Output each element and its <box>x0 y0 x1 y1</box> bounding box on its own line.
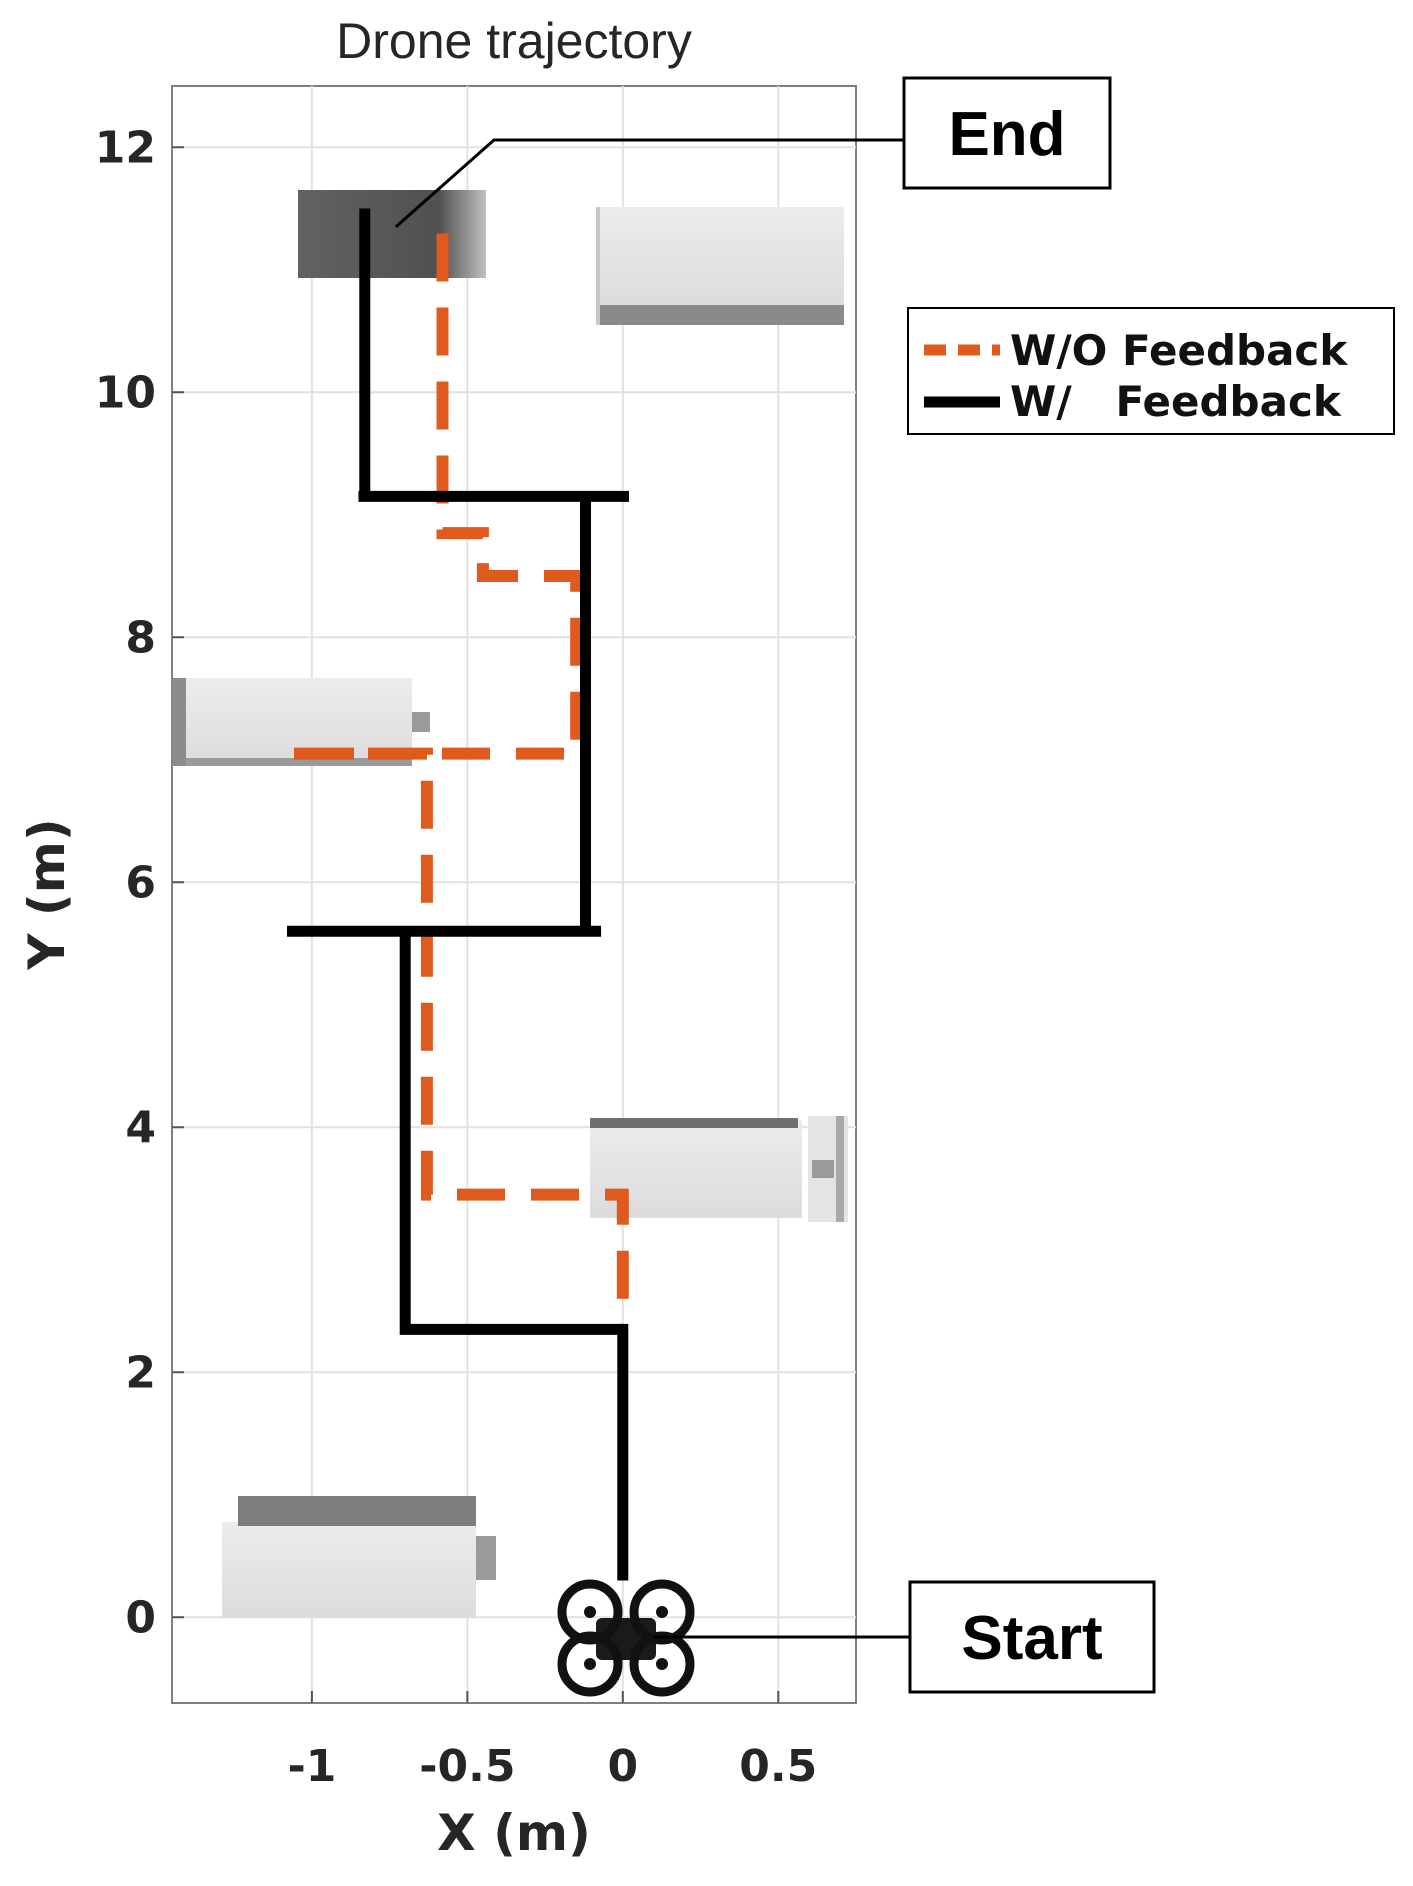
plot-area <box>171 85 857 1704</box>
y-tick-label-3: 6 <box>125 857 156 908</box>
callout-label-start: Start <box>961 1604 1102 1673</box>
trajectory-series <box>287 208 629 1581</box>
y-tick-label-0: 0 <box>125 1592 156 1643</box>
x-tick-label-2: 0 <box>608 1741 639 1792</box>
callout-label-end: End <box>948 100 1065 169</box>
y-tick-label-4: 8 <box>125 612 156 663</box>
callout-box-end <box>902 76 1112 190</box>
axis-ticks: -1 -0.5 0 0.5 0 2 4 6 8 10 12 <box>95 122 817 1792</box>
legend: W/O Feedback W/ Feedback <box>907 307 1395 435</box>
grid-lines <box>172 86 856 1703</box>
legend-box <box>907 307 1395 435</box>
x-tick-label-3: 0.5 <box>739 1741 817 1792</box>
y-tick-label-2: 4 <box>125 1102 156 1153</box>
obstacle-box-end <box>298 190 486 278</box>
obstacle-box-bottom-left <box>222 1496 496 1618</box>
chart-title: Drone trajectory <box>336 13 692 69</box>
y-axis-label: Y (m) <box>18 818 76 970</box>
callout-box-start <box>908 1580 1156 1694</box>
callouts: End Start <box>394 76 1156 1694</box>
drone-icon <box>557 1579 695 1697</box>
series-line-wo-feedback <box>287 233 629 1299</box>
legend-label-w-feedback: W/ Feedback <box>1010 377 1342 426</box>
legend-label-wo-feedback: W/O Feedback <box>1010 326 1348 375</box>
x-axis-label: X (m) <box>437 1804 591 1862</box>
callout-leader-end <box>394 138 904 228</box>
y-tick-label-1: 2 <box>125 1347 156 1398</box>
obstacle-box-top-right <box>596 207 844 325</box>
y-tick-label-6: 12 <box>95 122 156 173</box>
y-tick-label-5: 10 <box>95 367 156 418</box>
x-tick-label-1: -0.5 <box>419 1741 515 1792</box>
series-line-w-feedback <box>287 208 629 1581</box>
x-tick-label-0: -1 <box>287 1741 336 1792</box>
